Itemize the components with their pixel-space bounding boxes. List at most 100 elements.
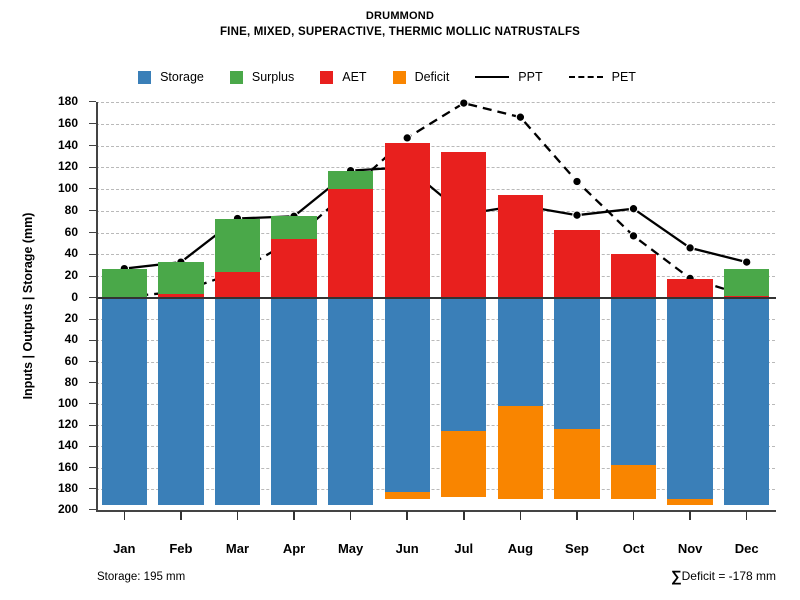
chart-legend: Storage Surplus AET Deficit PPT PET — [0, 70, 800, 84]
y-axis-label-lower-40: 40 — [64, 332, 78, 347]
x-axis-tick-aug — [519, 511, 522, 520]
gridline — [96, 123, 775, 125]
y-axis-line — [96, 102, 98, 511]
bar-deficit-jul — [441, 430, 487, 498]
legend-swatch-deficit — [392, 70, 406, 84]
legend-swatch-storage — [138, 70, 152, 84]
legend-label-surplus: Surplus — [251, 70, 295, 84]
y-axis-tick — [89, 466, 96, 468]
y-axis-tick — [89, 403, 96, 405]
bar-storage-may — [327, 298, 374, 505]
y-axis-label-lower-60: 60 — [64, 353, 78, 368]
gridline — [96, 145, 775, 147]
x-axis-label-mar: Mar — [225, 541, 250, 556]
x-axis-label-dec: Dec — [734, 541, 759, 556]
bar-storage-aug — [497, 298, 543, 407]
x-axis-line — [96, 510, 776, 512]
y-axis-label-lower-200: 200 — [57, 502, 78, 516]
x-axis-label-jul: Jul — [454, 541, 474, 556]
gridline — [96, 232, 775, 234]
zero-line — [96, 297, 776, 299]
x-axis-tick-mar — [236, 511, 239, 520]
y-axis-tick — [89, 339, 96, 341]
y-axis-label-upper-0: 0 — [71, 290, 78, 304]
bar-aet-apr — [271, 239, 317, 298]
x-axis-label-oct: Oct — [622, 541, 645, 556]
x-axis-label-apr: Apr — [282, 541, 306, 556]
bar-deficit-aug — [497, 406, 543, 500]
bar-aet-dec — [724, 295, 770, 298]
y-axis-tick — [89, 210, 96, 212]
bar-aet-aug — [497, 194, 543, 298]
x-axis-label-jan: Jan — [113, 541, 136, 556]
bar-storage-jan — [101, 298, 147, 505]
x-axis-tick-dec — [745, 511, 748, 520]
y-axis-tick — [89, 445, 96, 447]
legend-item-surplus[interactable]: Surplus — [229, 70, 320, 84]
y-axis-title: Inputs | Outputs | Storage (mm) — [21, 212, 35, 400]
x-axis-label-sep: Sep — [565, 541, 589, 556]
bar-storage-apr — [271, 298, 317, 505]
bar-aet-oct — [610, 254, 657, 298]
legend-label-storage: Storage — [160, 70, 204, 84]
y-axis-label-lower-180: 180 — [57, 480, 78, 495]
y-axis-tick — [89, 253, 96, 255]
y-axis-tick — [89, 123, 96, 125]
legend-item-storage[interactable]: Storage — [138, 70, 230, 84]
x-axis-tick-sep — [576, 511, 578, 520]
y-axis-tick — [89, 382, 96, 384]
y-axis-label-lower-160: 160 — [57, 459, 78, 474]
x-axis-tick-feb — [180, 511, 182, 520]
chart-title: DRUMMOND FINE, MIXED, SUPERACTIVE, THERM… — [0, 8, 800, 40]
legend-item-ppt[interactable]: PPT — [475, 70, 568, 84]
y-axis-tick — [89, 424, 96, 426]
y-axis-tick — [89, 166, 96, 168]
y-axis-tick — [89, 488, 96, 490]
deficit-note-text: Deficit = -178 mm — [681, 569, 776, 583]
bar-aet-nov — [667, 279, 713, 298]
title-line-1: DRUMMOND — [365, 10, 435, 22]
gridline — [96, 319, 775, 321]
legend-item-deficit[interactable]: Deficit — [392, 70, 476, 84]
gridline — [96, 488, 775, 490]
x-axis-tick-jul — [463, 511, 465, 520]
legend-label-ppt: PPT — [518, 70, 543, 84]
bar-storage-sep — [554, 298, 600, 430]
y-axis-label-upper-20: 20 — [64, 268, 78, 283]
y-axis-label-upper-60: 60 — [64, 224, 78, 239]
bar-surplus-feb — [158, 262, 204, 294]
bar-surplus-jan — [101, 268, 147, 297]
x-axis-label-feb: Feb — [169, 541, 193, 556]
x-axis-label-nov: Nov — [677, 541, 703, 556]
bar-aet-sep — [554, 230, 600, 298]
gridline — [96, 254, 775, 256]
legend-item-aet[interactable]: AET — [320, 70, 392, 84]
bar-storage-nov — [667, 298, 713, 500]
y-axis-label-upper-40: 40 — [64, 246, 78, 261]
bar-storage-jul — [441, 298, 487, 431]
bar-aet-mar — [214, 271, 261, 298]
bar-aet-may — [327, 189, 374, 298]
legend-swatch-surplus — [229, 70, 243, 84]
y-axis-tick — [89, 188, 96, 190]
bar-surplus-may — [327, 170, 374, 190]
y-axis-label-upper-160: 160 — [57, 115, 78, 130]
legend-item-pet[interactable]: PET — [568, 70, 662, 84]
bar-aet-feb — [158, 293, 204, 298]
y-axis-tick — [89, 297, 96, 299]
bar-aet-jul — [441, 152, 487, 298]
bar-deficit-nov — [667, 499, 713, 505]
y-axis-tick — [89, 509, 96, 511]
bar-deficit-jun — [384, 491, 430, 500]
gridline — [96, 167, 775, 169]
y-axis-label-lower-20: 20 — [64, 311, 78, 326]
y-axis-tick — [89, 360, 96, 362]
bar-storage-dec — [724, 298, 770, 505]
x-axis-tick-apr — [293, 511, 295, 520]
y-axis-label-upper-80: 80 — [64, 202, 78, 217]
legend-label-aet: AET — [342, 70, 367, 84]
bar-storage-mar — [214, 298, 261, 505]
y-axis-label-lower-120: 120 — [57, 417, 78, 432]
legend-label-deficit: Deficit — [414, 70, 450, 84]
bar-surplus-apr — [271, 216, 317, 240]
